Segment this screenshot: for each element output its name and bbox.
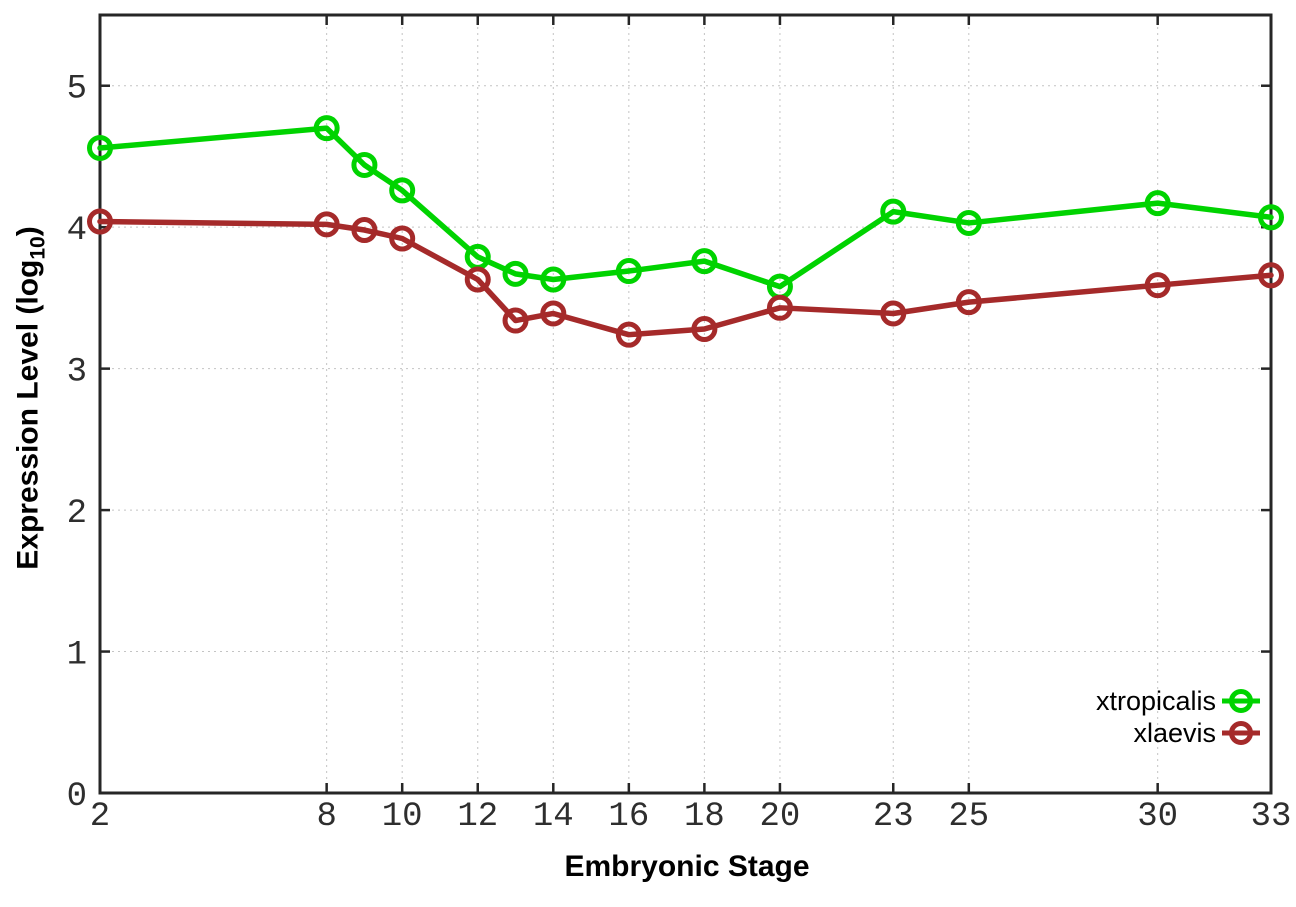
y-tick-label-3: 3 [67, 354, 87, 392]
x-tick-label-10: 10 [382, 798, 423, 836]
series-xtropicalis-line [97, 125, 1274, 290]
y-axis-title-subscript: 10 [26, 236, 50, 260]
series-xlaevis-point-stage-13 [502, 307, 529, 334]
x-axis-title: Embryonic Stage [564, 850, 810, 883]
series-xtropicalis-point-stage-16 [615, 258, 642, 285]
series-xtropicalis-point-stage-30 [1144, 190, 1171, 217]
y-axis-title: Expression Level (log10) [12, 226, 51, 569]
series-xlaevis-point-stage-16 [615, 321, 642, 348]
series-xlaevis-point-stage-2 [87, 208, 113, 235]
series-xlaevis-point-stage-25 [955, 289, 982, 316]
y-axis-title-text: Expression Level (log [11, 259, 45, 570]
series-xtropicalis-point-stage-2 [87, 134, 113, 161]
legend-label-xlaevis: xlaevis [1133, 718, 1216, 748]
x-tick-label-16: 16 [608, 798, 649, 836]
y-axis-title-suffix: ) [11, 226, 45, 237]
series-xlaevis-point-stage-14 [540, 300, 567, 327]
series-xtropicalis-point-stage-10 [389, 177, 416, 204]
series-xlaevis-line [97, 218, 1274, 338]
series-xlaevis-point-stage-12 [464, 266, 491, 293]
series-xlaevis-point-stage-9 [351, 217, 378, 244]
x-tick-label-18: 18 [684, 798, 725, 836]
x-tick-label-8: 8 [316, 798, 336, 836]
legend-marker-xlaevis [1229, 721, 1253, 745]
series-xtropicalis-point-stage-33 [1258, 204, 1284, 231]
series-xlaevis-point-stage-10 [389, 225, 416, 252]
series-xlaevis-point-stage-30 [1144, 272, 1171, 299]
legend-marker-xtropicalis [1229, 689, 1253, 713]
x-tick-label-33: 33 [1251, 798, 1292, 836]
x-tick-label-12: 12 [457, 798, 498, 836]
series-xtropicalis-point-stage-13 [502, 260, 529, 287]
y-tick-label-0: 0 [67, 778, 87, 816]
series-xtropicalis-point-stage-8 [313, 115, 340, 142]
x-tick-label-2: 2 [90, 798, 110, 836]
series-xtropicalis-point-stage-14 [540, 266, 567, 293]
series-xtropicalis-point-stage-23 [880, 198, 907, 225]
series-xlaevis-point-stage-8 [313, 211, 340, 238]
y-tick-label-5: 5 [67, 71, 87, 109]
series-xlaevis-point-stage-18 [691, 316, 718, 343]
x-tick-label-23: 23 [873, 798, 914, 836]
y-tick-label-2: 2 [67, 495, 87, 533]
series-xlaevis-point-stage-20 [766, 294, 793, 321]
series-xlaevis-point-stage-33 [1258, 262, 1284, 289]
series-xtropicalis-point-stage-9 [351, 151, 378, 178]
series-xtropicalis-point-stage-25 [955, 209, 982, 236]
x-tick-label-30: 30 [1137, 798, 1178, 836]
plot-border [98, 13, 1273, 795]
x-tick-label-14: 14 [533, 798, 574, 836]
y-tick-label-1: 1 [67, 637, 87, 675]
series-xtropicalis-point-stage-18 [691, 248, 718, 275]
y-tick-label-4: 4 [67, 212, 87, 250]
series-xlaevis-point-stage-23 [880, 300, 907, 327]
x-tick-label-20: 20 [760, 798, 801, 836]
legend-label-xtropicalis: xtropicalis [1096, 686, 1216, 716]
x-tick-label-25: 25 [948, 798, 989, 836]
